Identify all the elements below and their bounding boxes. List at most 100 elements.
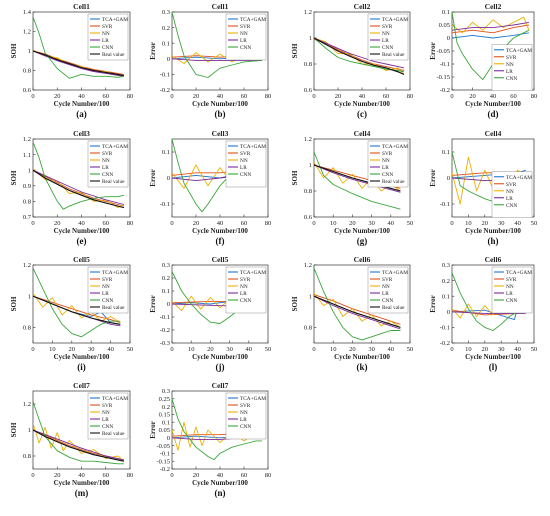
legend-label: SVR: [382, 151, 393, 157]
x-tick-label: 60: [510, 93, 517, 100]
x-tick-label: 40: [107, 346, 114, 353]
x-tick-label: 0: [450, 220, 453, 227]
legend-label: Real value: [382, 52, 405, 58]
y-tick-label: 0.3: [442, 262, 450, 269]
y-tick-label: -0.2: [160, 466, 170, 473]
x-tick-label: 20: [69, 346, 76, 353]
series-group: [314, 267, 401, 341]
panel-f: 0 20 40 60 80 -0.1 0 0.1 Cell3 Cycle Number/100 Er…: [149, 129, 271, 246]
series-line: [314, 164, 401, 193]
panel-title: Cell5: [73, 255, 90, 264]
legend-label: TCA+GAM: [240, 17, 266, 23]
y-tick-label: 1.2: [23, 262, 31, 269]
series-group: [33, 267, 121, 338]
panel-j: 0 10 20 30 40 50 -0.3 -0.2 -0.1 0 0.1 0.2 0.3 Cell5 Cy…: [149, 255, 271, 372]
x-tick-label: 40: [78, 93, 85, 100]
legend-label: Real value: [102, 305, 125, 311]
panel-title: Cell4: [354, 129, 371, 138]
x-axis-label: Cycle Number/100: [334, 100, 390, 108]
y-tick-label: -0.05: [436, 48, 450, 55]
x-tick-label: 30: [498, 346, 505, 353]
legend-label: NN: [382, 158, 390, 164]
x-tick-label: 50: [407, 220, 414, 227]
legend-label: SVR: [382, 277, 393, 283]
series-line: [33, 16, 124, 79]
legend-label: CNN: [102, 172, 113, 178]
legend-label: LR: [382, 38, 389, 44]
y-axis-label: SOH: [291, 170, 299, 185]
x-tick-label: 30: [498, 220, 505, 227]
legend-label: TCA+GAM: [382, 17, 408, 23]
panel-caption: (f): [216, 236, 225, 246]
panel-title: Cell4: [485, 129, 502, 138]
legend-label: TCA+GAM: [240, 270, 266, 276]
legend-label: SVR: [102, 403, 113, 409]
series-line: [172, 12, 263, 78]
y-tick-label: 0.2: [442, 278, 450, 285]
series-line: [452, 32, 529, 39]
x-tick-label: 0: [170, 346, 173, 353]
legend-box: [225, 392, 267, 440]
x-tick-label: 50: [127, 346, 134, 353]
y-tick-label: -0.05: [156, 443, 170, 450]
series-line: [33, 401, 124, 465]
y-tick-label: 0.1: [162, 149, 170, 156]
y-tick-label: 1.2: [304, 9, 312, 16]
legend-label: LR: [506, 69, 513, 75]
panel-caption: (b): [215, 109, 226, 119]
series-line: [452, 272, 526, 331]
y-tick-label: 1: [28, 427, 31, 434]
y-tick-label: 0.1: [442, 9, 450, 16]
y-tick-label: 0.1: [162, 419, 170, 426]
x-tick-label: 60: [383, 93, 390, 100]
x-axis-label: Cycle Number/100: [54, 227, 110, 235]
x-tick-label: 50: [407, 346, 414, 353]
x-tick-label: 80: [127, 472, 134, 479]
y-tick-label: 0.2: [162, 275, 170, 282]
panel-title: Cell5: [212, 255, 229, 264]
y-axis-label: Error: [149, 42, 157, 59]
y-tick-label: 0.05: [439, 22, 450, 29]
series-group: [33, 16, 124, 79]
y-tick-label: 0.8: [304, 325, 312, 332]
series-line: [452, 16, 530, 34]
legend-label: CNN: [382, 172, 393, 178]
legend-label: LR: [382, 291, 389, 297]
panel-caption: (n): [215, 488, 226, 498]
x-tick-label: 20: [54, 93, 61, 100]
legend-label: TCA+GAM: [382, 144, 408, 150]
x-tick-label: 60: [103, 220, 110, 227]
panel-caption: (h): [488, 236, 499, 246]
panel-title: Cell7: [73, 381, 90, 390]
y-tick-label: 0.25: [159, 396, 170, 403]
legend-box: [367, 266, 409, 314]
y-axis-label: Error: [429, 169, 437, 186]
y-tick-label: 1: [309, 162, 312, 169]
panel-m: 0 20 40 60 80 0.8 1 1.2 Cell7 Cycle Number/100 SOH…: [10, 381, 133, 498]
legend-label: CNN: [102, 45, 113, 51]
legend-label: Real value: [102, 179, 125, 185]
x-tick-label: 20: [207, 346, 214, 353]
series-group: [314, 37, 405, 75]
x-tick-label: 60: [241, 93, 248, 100]
legend-label: CNN: [240, 424, 251, 430]
x-axis-label: Cycle Number/100: [192, 100, 248, 108]
y-tick-label: 1.1: [23, 152, 31, 159]
panel-caption: (g): [357, 236, 368, 246]
legend-label: SVR: [240, 24, 251, 30]
legend-label: LR: [506, 291, 513, 297]
legend-box: [87, 266, 129, 314]
panel-e: 0 20 40 60 80 0.7 0.8 0.9 1 1.1 1.2 Cell3 Cycle Numb…: [10, 129, 133, 246]
panel-h: 0 10 20 30 40 50 -0.1 0 0.1 Cell4 Cycle Number/100…: [429, 129, 537, 246]
y-tick-label: 0: [447, 175, 450, 182]
panel-title: Cell7: [212, 381, 229, 390]
series-line: [172, 58, 262, 61]
x-tick-label: 10: [330, 346, 337, 353]
